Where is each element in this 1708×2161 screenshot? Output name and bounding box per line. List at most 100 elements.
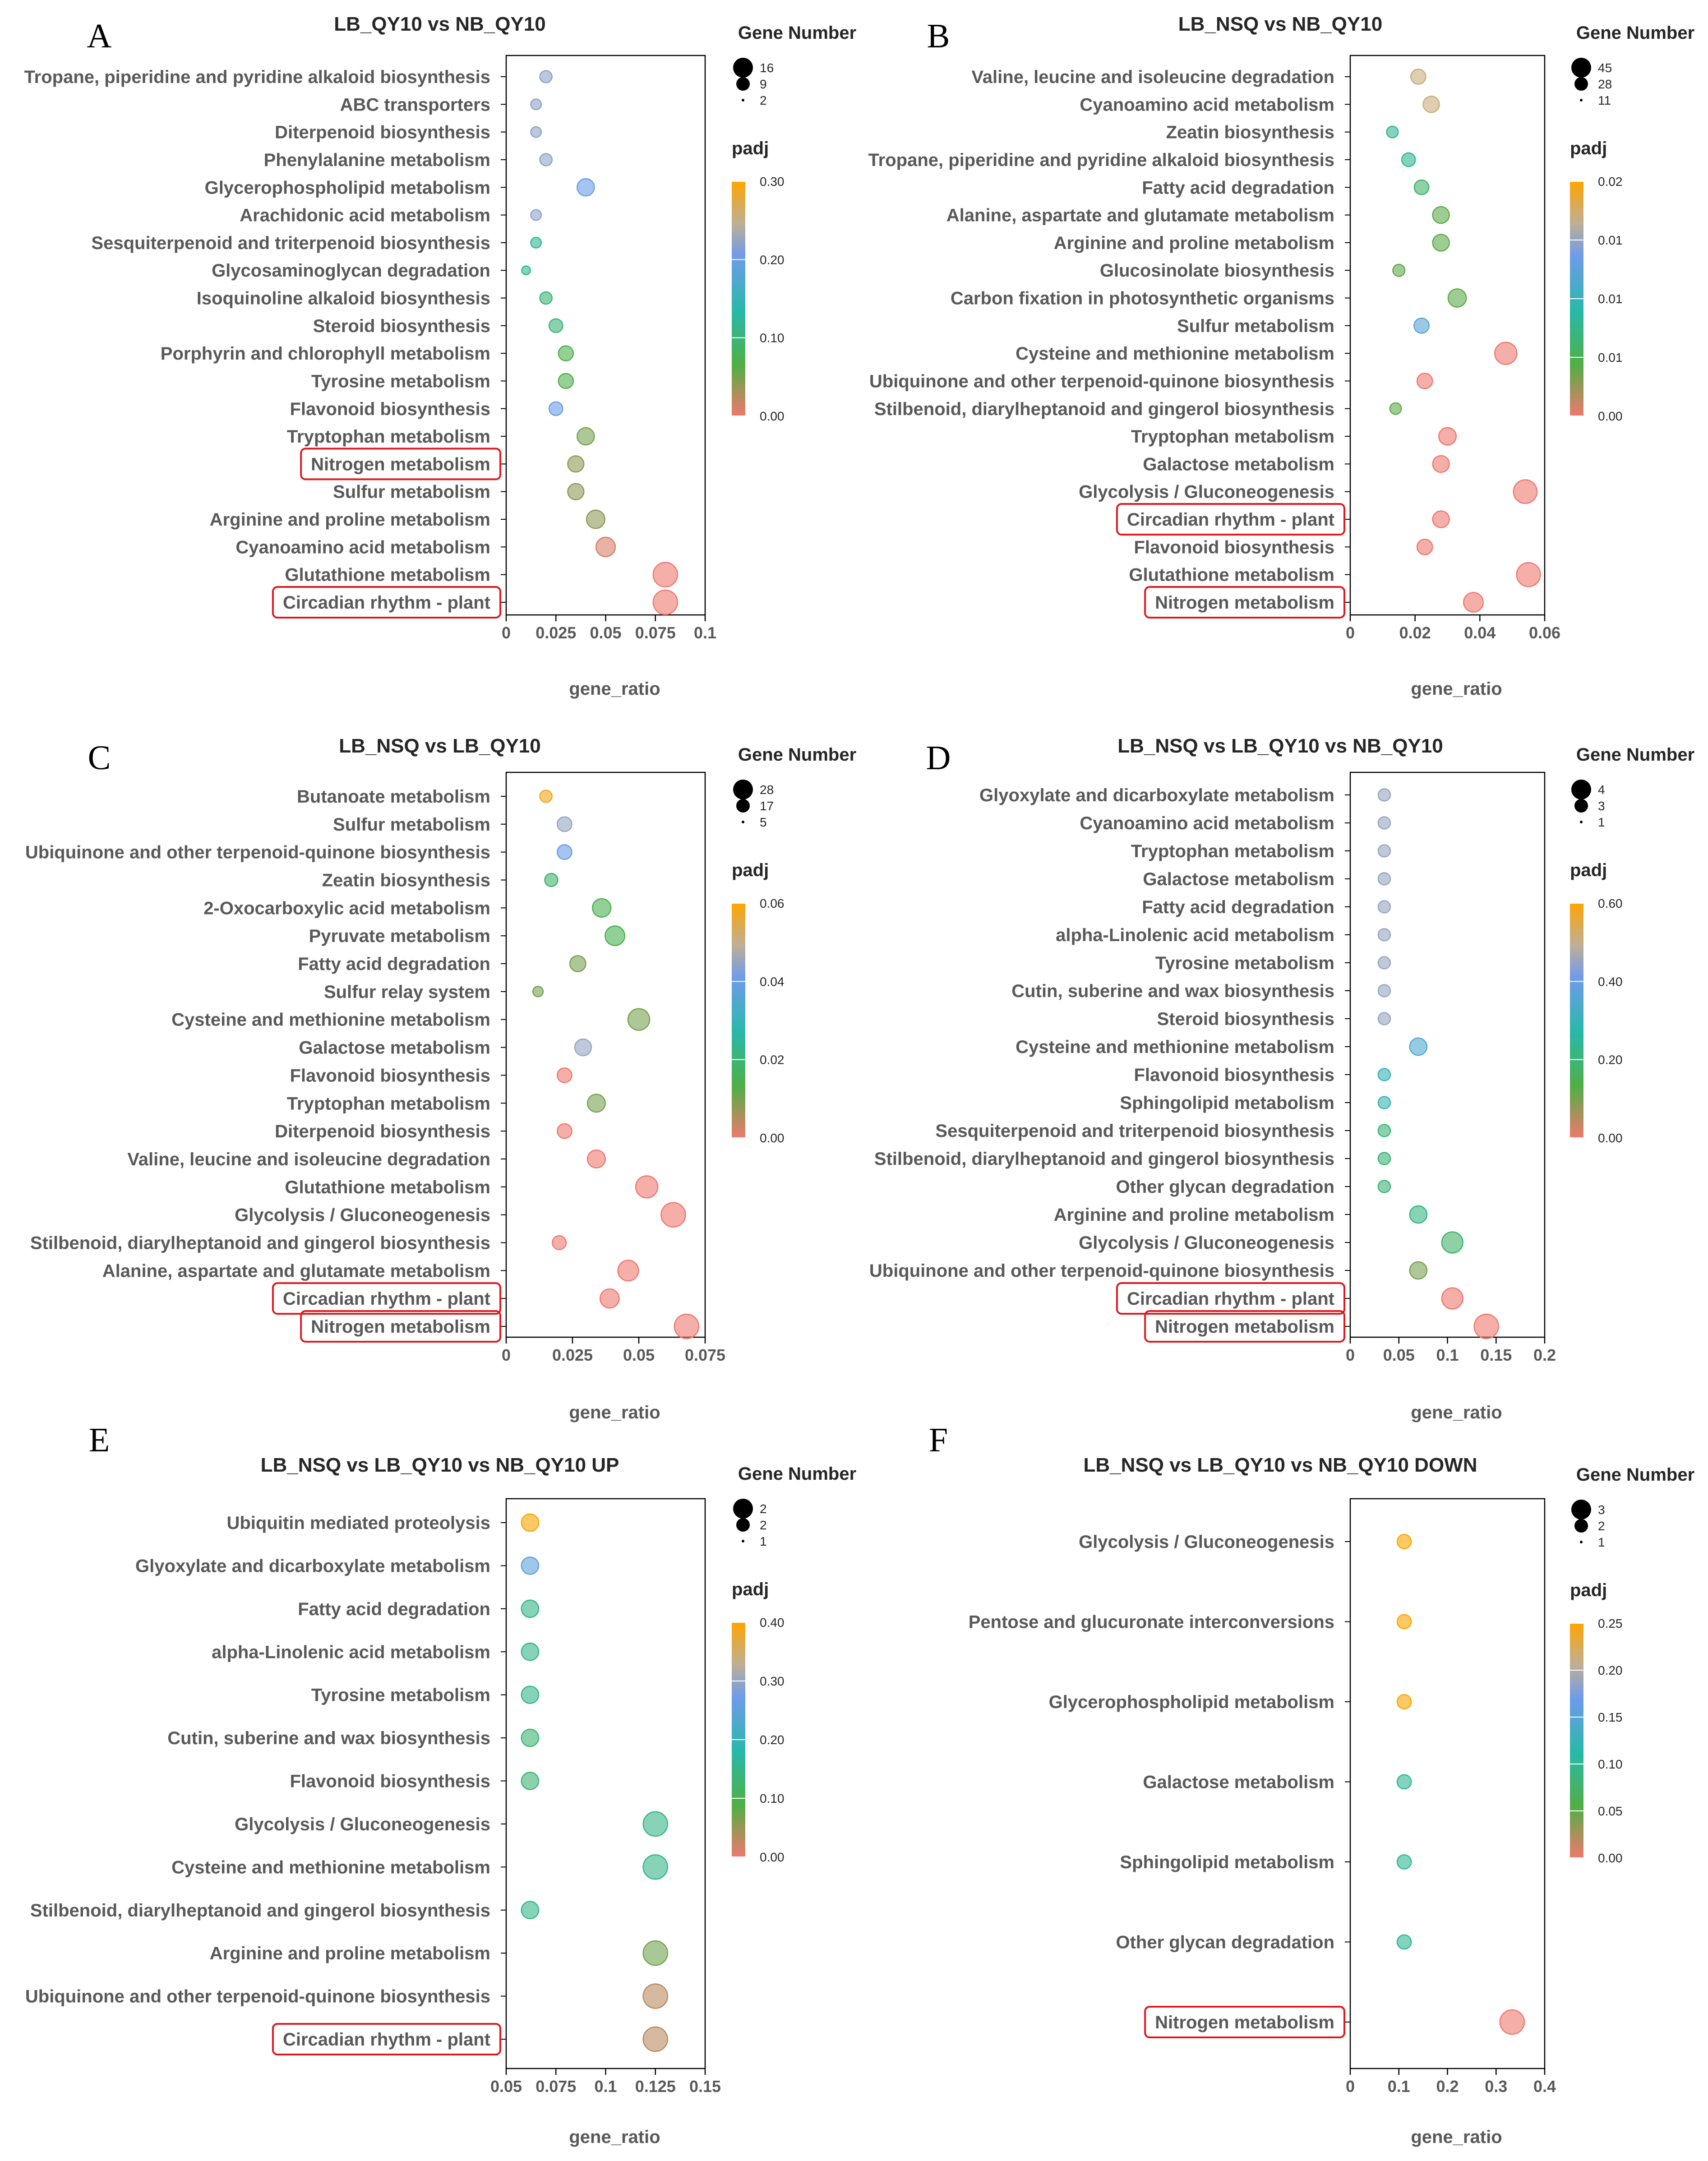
panel-c-point-fatty-acid-degradation [569, 955, 586, 972]
panel-e-xtick-label: 0.1 [594, 2077, 617, 2096]
panel-c-ylabel-galactose-metabolism: Galactose metabolism [299, 1038, 490, 1058]
panel-c-point-glycolysis-gluconeogenesis [660, 1202, 686, 1228]
panel-c-ylabel-nitrogen-metabolism: Nitrogen metabolism [311, 1317, 490, 1337]
panel-b-point-fatty-acid-degradation [1413, 179, 1430, 195]
panel-a-size-legend-label: 2 [760, 93, 767, 107]
panel-b-point-valine-leucine-and-isoleucine-degradation [1410, 69, 1426, 85]
panel-b-color-legend-label: 0.01 [1598, 233, 1623, 247]
panel-c-ylabel-fatty-acid-degradation: Fatty acid degradation [298, 954, 490, 974]
panel-e-point-stilbenoid-diarylheptanoid-and-gingerol-biosynthesis [521, 1901, 540, 1920]
panel-b-point-cysteine-and-methionine-metabolism [1494, 342, 1518, 365]
panel-e-ylabel-glycolysis-gluconeogenesis: Glycolysis / Gluconeogenesis [235, 1815, 490, 1834]
panel-d-ylabel-flavonoid-biosynthesis: Flavonoid biosynthesis [1134, 1065, 1334, 1085]
panel-f-point-glycerophospholipid-metabolism [1396, 1694, 1412, 1709]
panel-d-ylabel-ubiquinone-and-other-terpenoid-quinone-biosynthesis: Ubiquinone and other terpenoid-quinone b… [869, 1261, 1334, 1281]
panel-c-color-legend-title: padj [732, 860, 769, 880]
panel-a-ylabel-glycerophospholipid-metabolism: Glycerophospholipid metabolism [205, 178, 490, 198]
panel-f-xtick-label: 0.3 [1485, 2077, 1507, 2096]
panel-d-color-legend-label: 0.20 [1598, 1053, 1623, 1067]
panel-a-point-glycerophospholipid-metabolism [577, 178, 595, 197]
panel-e-size-legend-dot [733, 1499, 753, 1519]
panel-b-point-galactose-metabolism [1432, 455, 1450, 473]
panel-a-ylabel-porphyrin-and-chlorophyll-metabolism: Porphyrin and chlorophyll metabolism [161, 344, 490, 364]
panel-e-ylabel-cutin-suberine-and-wax-biosynthesis: Cutin, suberine and wax biosynthesis [167, 1728, 490, 1748]
panel-d-highlight-box [1144, 1310, 1345, 1343]
panel-f-color-legend-label: 0.10 [1598, 1757, 1623, 1771]
panel-f-ylabel-pentose-and-glucuronate-interconversions: Pentose and glucuronate interconversions [969, 1612, 1334, 1632]
panel-a-ylabel-arachidonic-acid-metabolism: Arachidonic acid metabolism [240, 206, 490, 226]
panel-d-point-glycolysis-gluconeogenesis [1441, 1231, 1463, 1254]
panel-c-ylabel-butanoate-metabolism: Butanoate metabolism [297, 787, 490, 807]
panel-a-xtick-label: 0.1 [694, 623, 716, 642]
panel-d-size-legend-dot [1580, 821, 1583, 823]
panel-a-ylabel-abc-transporters: ABC transporters [340, 95, 490, 115]
panel-d-size-legend-label: 4 [1598, 783, 1605, 797]
panel-c-color-legend-bar [732, 903, 745, 1138]
panel-c-point-glutathione-metabolism [635, 1175, 659, 1199]
panel-d-size-legend-dot [1574, 799, 1588, 813]
panel-f-color-legend-label: 0.00 [1598, 1851, 1623, 1865]
panel-d-color-legend-label: 0.60 [1598, 896, 1623, 910]
panel-a-ylabel-arginine-and-proline-metabolism: Arginine and proline metabolism [210, 510, 490, 530]
panel-d-point-galactose-metabolism [1377, 872, 1391, 886]
panel-e-xtick-label: 0.125 [635, 2077, 676, 2096]
panel-b-ylabel-alanine-aspartate-and-glutamate-metabolism: Alanine, aspartate and glutamate metabol… [946, 206, 1334, 226]
panel-d-size-legend-dot [1571, 780, 1591, 799]
panel-c-point-tryptophan-metabolism [586, 1094, 606, 1113]
panel-a-ylabel-tryptophan-metabolism: Tryptophan metabolism [287, 427, 490, 447]
panel-b-size-legend-label: 45 [1598, 61, 1612, 75]
panel-b-xtick-label: 0.04 [1464, 623, 1496, 642]
panel-b-xtick-label: 0 [1346, 623, 1355, 642]
panel-f-size-legend-dot [1580, 1541, 1583, 1543]
panel-a-color-legend-bar [732, 181, 745, 416]
panel-f-size-legend-dot [1574, 1519, 1588, 1533]
panel-a-highlight-box [300, 448, 501, 480]
panel-c-point-circadian-rhythm-plant [600, 1288, 620, 1309]
panel-e-ylabel-tyrosine-metabolism: Tyrosine metabolism [311, 1685, 490, 1705]
panel-a-ylabel-sulfur-metabolism: Sulfur metabolism [333, 482, 490, 502]
panel-b-point-nitrogen-metabolism [1463, 592, 1484, 613]
panel-d-highlight-box [1116, 1282, 1345, 1315]
panel-a-ylabel-nitrogen-metabolism: Nitrogen metabolism [311, 454, 490, 474]
panel-f-size-legend-title: Gene Number [1576, 1465, 1694, 1485]
panel-b-point-stilbenoid-diarylheptanoid-and-gingerol-biosynthesis [1389, 402, 1402, 415]
panel-f-point-sphingolipid-metabolism [1396, 1854, 1412, 1870]
panel-f-color-legend-label: 0.20 [1598, 1663, 1623, 1677]
panel-a-xlabel: gene_ratio [569, 679, 660, 699]
panel-e-ylabel-ubiquinone-and-other-terpenoid-quinone-biosynthesis: Ubiquinone and other terpenoid-quinone b… [25, 1987, 490, 2007]
panel-c-size-legend-label: 28 [760, 783, 774, 797]
panel-e-highlight-box [272, 2023, 501, 2055]
panel-a-ylabel-flavonoid-biosynthesis: Flavonoid biosynthesis [290, 399, 490, 419]
panel-e-ylabel-alpha-linolenic-acid-metabolism: alpha-Linolenic acid metabolism [212, 1642, 490, 1662]
panel-a-highlight-box [272, 586, 501, 619]
panel-c-ylabel-stilbenoid-diarylheptanoid-and-gingerol-biosynthesis: Stilbenoid, diarylheptanoid and gingerol… [30, 1233, 490, 1253]
panel-d-point-tyrosine-metabolism [1377, 956, 1391, 970]
panel-d-color-legend-label: 0.00 [1598, 1131, 1623, 1145]
panel-c-ylabel-alanine-aspartate-and-glutamate-metabolism: Alanine, aspartate and glutamate metabol… [102, 1261, 490, 1281]
panel-a-color-legend-label: 0.10 [760, 331, 785, 345]
panel-f-size-legend-label: 2 [1598, 1519, 1605, 1533]
panel-f-ylabel-glycolysis-gluconeogenesis: Glycolysis / Gluconeogenesis [1079, 1532, 1334, 1552]
panel-e-point-ubiquinone-and-other-terpenoid-quinone-biosynthesis [642, 1983, 668, 2009]
panel-b-ylabel-flavonoid-biosynthesis: Flavonoid biosynthesis [1134, 537, 1334, 557]
panel-b-color-legend-title: padj [1570, 139, 1607, 158]
panel-a-size-legend-dot [733, 58, 753, 78]
panel-d-color-legend-bar [1570, 903, 1583, 1138]
panel-c-ylabel-2-oxocarboxylic-acid-metabolism: 2-Oxocarboxylic acid metabolism [203, 898, 490, 918]
panel-b-point-sulfur-metabolism [1413, 317, 1430, 334]
panel-d-point-stilbenoid-diarylheptanoid-and-gingerol-biosynthesis [1377, 1152, 1391, 1165]
panel-f-ylabel-sphingolipid-metabolism: Sphingolipid metabolism [1120, 1852, 1334, 1872]
panel-c-point-stilbenoid-diarylheptanoid-and-gingerol-biosynthesis [552, 1235, 567, 1251]
panel-d-ylabel-steroid-biosynthesis: Steroid biosynthesis [1157, 1009, 1334, 1029]
panel-e-point-tyrosine-metabolism [521, 1685, 540, 1704]
panel-c-point-alanine-aspartate-and-glutamate-metabolism [617, 1260, 639, 1282]
panel-e-point-glycolysis-gluconeogenesis [642, 1811, 668, 1837]
panel-c-size-legend-dot [736, 799, 750, 813]
panel-e-letter: E [89, 1421, 110, 1459]
panel-b-ylabel-arginine-and-proline-metabolism: Arginine and proline metabolism [1054, 233, 1334, 253]
panel-e-ylabel-glyoxylate-and-dicarboxylate-metabolism: Glyoxylate and dicarboxylate metabolism [135, 1556, 490, 1576]
panel-e-ylabel-cysteine-and-methionine-metabolism: Cysteine and methionine metabolism [171, 1857, 490, 1877]
panel-f-xtick-label: 0 [1346, 2077, 1355, 2096]
panel-a-color-legend-label: 0.20 [760, 253, 785, 267]
panel-c-ylabel-cysteine-and-methionine-metabolism: Cysteine and methionine metabolism [171, 1010, 490, 1030]
